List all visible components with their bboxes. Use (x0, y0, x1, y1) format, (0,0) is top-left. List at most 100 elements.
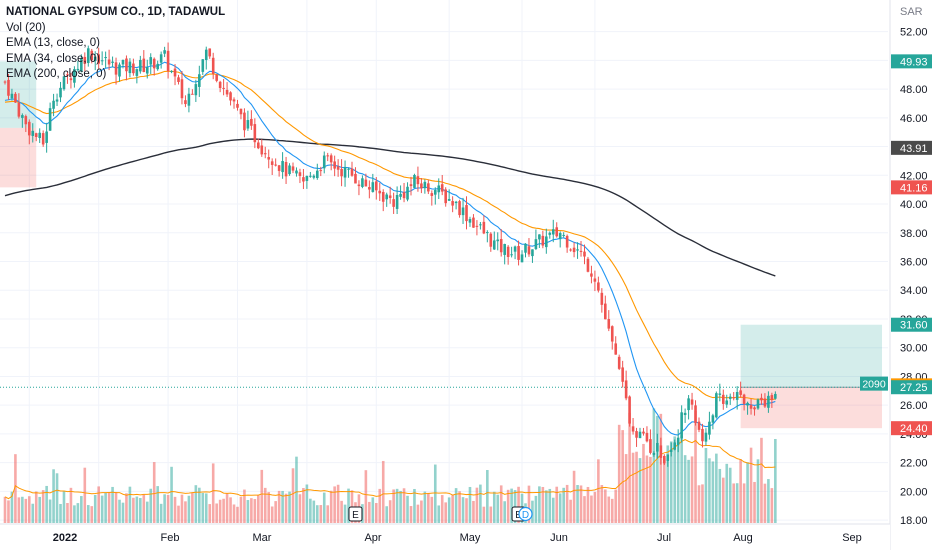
volume-bar (156, 486, 159, 523)
candle (673, 439, 677, 451)
candle-body (170, 71, 173, 73)
candle-body (381, 192, 385, 202)
candle (635, 427, 638, 447)
candle (298, 168, 302, 184)
price-label-bg (891, 317, 932, 332)
volume-bar (642, 443, 645, 523)
volume-bar (253, 499, 257, 523)
volume-bar (215, 503, 218, 523)
volume-bar (739, 459, 742, 523)
candle-body (451, 201, 454, 206)
chart-title: NATIONAL GYPSUM CO., 1D, TADAWUL (6, 6, 226, 18)
volume-bar (114, 491, 118, 523)
y-tick-label: 42.00 (900, 170, 928, 182)
volume-bar (586, 486, 590, 523)
x-axis-panel (0, 524, 890, 550)
candle (305, 175, 309, 189)
volume-bar (319, 505, 323, 523)
volume-bar (638, 458, 642, 523)
candle-body (55, 99, 59, 102)
volume-bar (295, 456, 298, 523)
volume-bar (614, 489, 618, 523)
volume-bar (597, 459, 600, 523)
candle (430, 190, 434, 206)
volume-bar (97, 486, 100, 523)
volume-bar (225, 492, 229, 523)
volume-bar (52, 469, 55, 523)
price-label-text: 41.16 (900, 182, 928, 194)
candle-body (27, 121, 31, 136)
candle (260, 139, 264, 157)
volume-bar (121, 502, 125, 523)
candle-body (388, 195, 392, 198)
candle (208, 48, 212, 59)
candle-body (666, 454, 670, 461)
candle (191, 89, 194, 95)
candle (468, 216, 472, 227)
volume-bar (250, 498, 253, 523)
candle-body (371, 182, 375, 192)
volume-bar (420, 500, 423, 523)
candle-body (576, 249, 579, 251)
candle (749, 398, 753, 415)
volume-bar (263, 487, 267, 523)
candle (173, 64, 177, 86)
candle-body (121, 59, 125, 65)
volume-bar (746, 462, 749, 523)
candle (437, 178, 441, 200)
candle (638, 427, 642, 439)
price-label: 43.91 (891, 140, 932, 155)
candle (645, 426, 649, 443)
candle-body (489, 233, 493, 247)
candle-body (610, 326, 614, 342)
candle (250, 110, 253, 130)
volume-bar (687, 459, 690, 523)
candle (593, 270, 597, 292)
candle-body (746, 402, 749, 406)
candle-body (225, 89, 229, 95)
volume-bar (562, 487, 565, 523)
candle (371, 173, 375, 193)
chart-legend: NATIONAL GYPSUM CO., 1D, TADAWUL Vol (20… (6, 5, 225, 83)
volume-bar (770, 488, 774, 523)
candle (569, 248, 572, 252)
volume-bar (10, 491, 14, 523)
y-tick-label: 20.00 (900, 486, 928, 498)
candle-body (326, 155, 330, 157)
candle-body (357, 184, 361, 187)
volume-bar (607, 496, 611, 523)
candle-body (555, 227, 559, 237)
candle-body (492, 240, 496, 250)
volume-bar (194, 485, 198, 523)
candle-body (503, 243, 506, 255)
candle (451, 196, 454, 213)
candle (159, 51, 163, 69)
candle (496, 232, 500, 251)
candle (59, 81, 62, 103)
position-stop-zone (740, 387, 882, 429)
candle (767, 391, 770, 413)
volume-bar (669, 441, 673, 523)
candle (565, 234, 569, 253)
volume-bar (430, 496, 434, 523)
candle-body (263, 153, 267, 155)
candle (31, 123, 35, 143)
candle (690, 392, 694, 410)
candle (69, 72, 73, 89)
candle-body (416, 176, 420, 185)
price-label: 31.60 (891, 317, 932, 332)
candle (48, 102, 52, 131)
candle (107, 49, 111, 71)
long-position-tool (0, 61, 37, 188)
candle-body (305, 175, 309, 181)
candle-body (517, 246, 520, 260)
candle (663, 454, 666, 466)
candle (548, 231, 552, 239)
candle-body (163, 50, 166, 54)
candle-body (204, 49, 208, 60)
candle (395, 186, 399, 215)
volume-bar (17, 497, 21, 523)
candle (253, 118, 257, 149)
volume-bar (492, 491, 496, 523)
